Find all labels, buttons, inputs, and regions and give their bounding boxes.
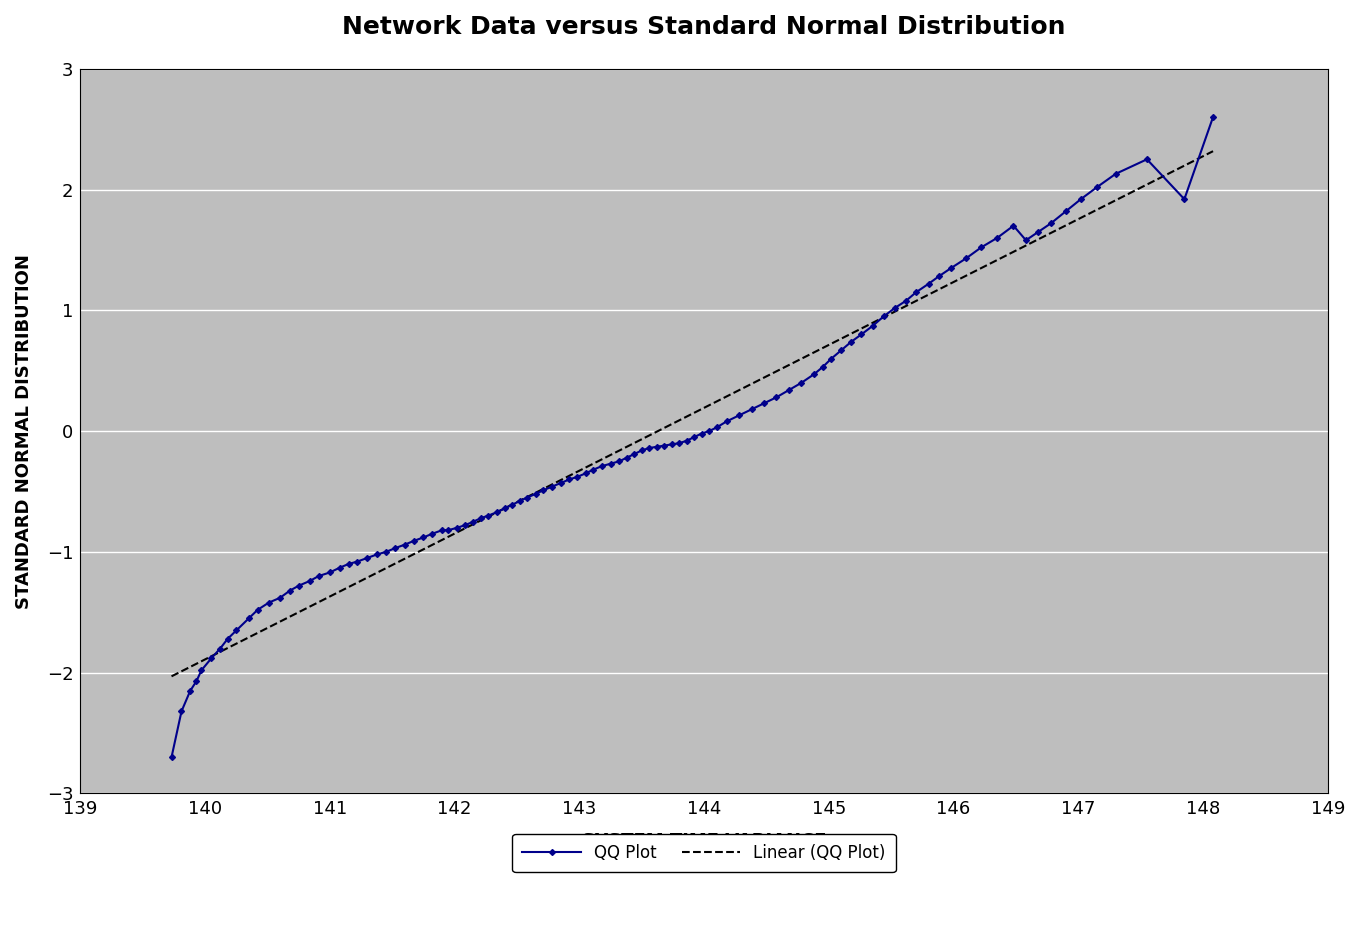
X-axis label: SYSTEM TIME VARIANCE: SYSTEM TIME VARIANCE — [582, 833, 827, 851]
Y-axis label: STANDARD NORMAL DISTRIBUTION: STANDARD NORMAL DISTRIBUTION — [15, 254, 33, 609]
Title: Network Data versus Standard Normal Distribution: Network Data versus Standard Normal Dist… — [343, 15, 1066, 39]
Legend: QQ Plot, Linear (QQ Plot): QQ Plot, Linear (QQ Plot) — [513, 834, 896, 872]
